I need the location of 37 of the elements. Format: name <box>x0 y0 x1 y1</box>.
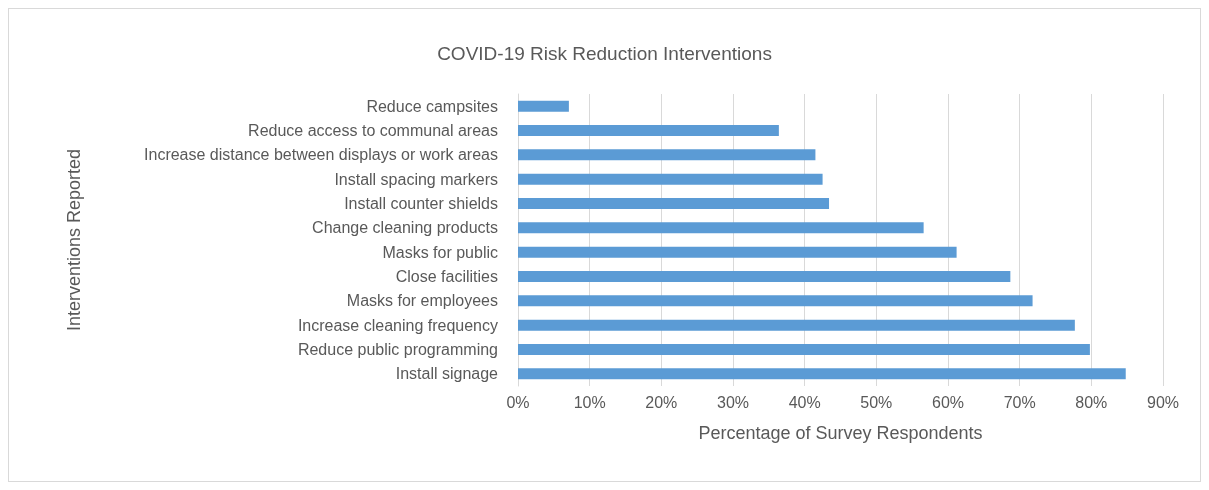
x-axis-title: Percentage of Survey Respondents <box>698 423 983 443</box>
y-tick-label: Increase distance between displays or work areas <box>144 146 498 164</box>
bar <box>518 344 1090 355</box>
chart-title: COVID-19 Risk Reduction Interventions <box>437 43 772 64</box>
bar <box>518 246 957 258</box>
bar <box>518 149 816 161</box>
y-axis-title: Interventions Reported <box>64 148 84 332</box>
y-tick-label: Reduce public programming <box>297 341 498 358</box>
bar <box>518 125 779 136</box>
bar <box>518 100 569 112</box>
x-tick-label: 70% <box>1003 393 1036 411</box>
bar <box>518 222 924 234</box>
bar <box>518 271 1011 282</box>
x-tick-label: 60% <box>931 393 965 411</box>
y-tick-label: Close facilities <box>395 268 498 285</box>
x-tick-label: 0% <box>506 393 530 411</box>
bar <box>518 173 823 185</box>
y-tick-label: Reduce campsites <box>366 97 498 115</box>
x-tick-label: 40% <box>788 393 821 411</box>
bar <box>518 319 1075 331</box>
x-tick-label: 50% <box>860 393 893 411</box>
x-tick-label: 30% <box>716 393 750 411</box>
y-tick-label: Install counter shields <box>344 195 498 212</box>
y-tick-label: Masks for employees <box>346 292 498 310</box>
y-tick-label: Install spacing markers <box>334 170 498 188</box>
x-tick-label: 20% <box>645 393 678 411</box>
y-tick-label: Change cleaning products <box>312 219 498 237</box>
bar <box>518 198 830 209</box>
y-tick-label: Increase cleaning frequency <box>297 316 498 334</box>
y-tick-label: Masks for public <box>382 243 498 261</box>
x-tick-label: 80% <box>1075 393 1108 411</box>
bar <box>518 368 1126 380</box>
y-tick-label: Install signage <box>395 365 499 383</box>
y-tick-label: Reduce access to communal areas <box>248 122 498 139</box>
x-tick-label: 10% <box>573 393 606 411</box>
bar <box>518 295 1033 307</box>
x-tick-label: 90% <box>1146 393 1180 411</box>
